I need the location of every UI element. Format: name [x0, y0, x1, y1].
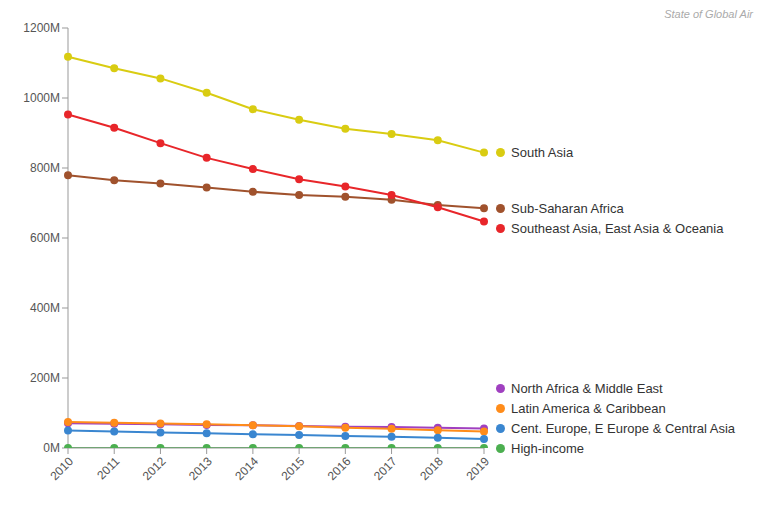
svg-text:1000M: 1000M — [23, 91, 60, 105]
svg-text:1200M: 1200M — [23, 21, 60, 35]
svg-text:200M: 200M — [30, 371, 60, 385]
html-text:South Asia: South Asia — [511, 145, 574, 161]
svg-text:2012: 2012 — [140, 454, 169, 483]
html-text:Cent. Europe, E Europe & Centr: Cent. Europe, E Europe & Central Asia — [511, 420, 735, 436]
svg-text:2013: 2013 — [186, 454, 215, 483]
svg-text:400M: 400M — [30, 301, 60, 315]
html-text:High-income: High-income — [511, 440, 584, 456]
html-text:North Africa & Middle East: North Africa & Middle East — [511, 380, 663, 396]
html-text:Southeast Asia, East Asia & Oc: Southeast Asia, East Asia & Oceania — [511, 220, 724, 236]
svg-text:800M: 800M — [30, 161, 60, 175]
svg-text:2017: 2017 — [371, 454, 400, 483]
svg-text:2011: 2011 — [94, 454, 122, 482]
html-text:Latin America & Caribbean: Latin America & Caribbean — [511, 400, 666, 416]
svg-text:2019: 2019 — [463, 454, 492, 483]
svg-text:2018: 2018 — [417, 454, 446, 483]
html-text:State of Global Air: State of Global Air — [664, 8, 753, 20]
svg-text:2015: 2015 — [278, 454, 307, 483]
svg-text:600M: 600M — [30, 231, 60, 245]
svg-text:2016: 2016 — [325, 454, 354, 483]
svg-text:2014: 2014 — [232, 454, 261, 483]
svg-text:0M: 0M — [43, 441, 60, 455]
svg-text:2010: 2010 — [47, 454, 76, 483]
html-text:Sub-Saharan Africa: Sub-Saharan Africa — [511, 200, 624, 216]
